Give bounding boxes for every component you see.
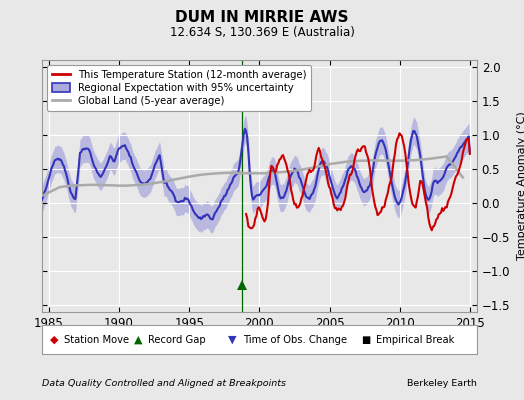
- Text: DUM IN MIRRIE AWS: DUM IN MIRRIE AWS: [175, 10, 349, 25]
- Text: Station Move: Station Move: [64, 334, 129, 344]
- Text: ▼: ▼: [228, 334, 236, 344]
- Text: Data Quality Controlled and Aligned at Breakpoints: Data Quality Controlled and Aligned at B…: [42, 379, 286, 388]
- Text: ◆: ◆: [50, 334, 58, 344]
- Y-axis label: Temperature Anomaly (°C): Temperature Anomaly (°C): [517, 112, 524, 260]
- Text: ■: ■: [362, 334, 371, 344]
- Text: Time of Obs. Change: Time of Obs. Change: [243, 334, 347, 344]
- Legend: This Temperature Station (12-month average), Regional Expectation with 95% uncer: This Temperature Station (12-month avera…: [47, 65, 311, 111]
- Text: Empirical Break: Empirical Break: [376, 334, 455, 344]
- Text: Berkeley Earth: Berkeley Earth: [407, 379, 477, 388]
- Text: Record Gap: Record Gap: [148, 334, 206, 344]
- Text: 12.634 S, 130.369 E (Australia): 12.634 S, 130.369 E (Australia): [170, 26, 354, 39]
- Text: ▲: ▲: [134, 334, 142, 344]
